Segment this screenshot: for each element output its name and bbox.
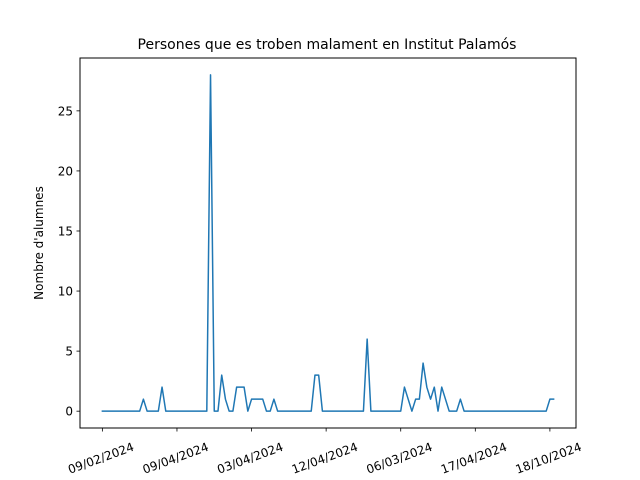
y-axis-label: Nombre d'alumnes <box>32 186 46 300</box>
x-tick-label: 09/04/2024 <box>141 440 211 477</box>
x-tick-label: 12/04/2024 <box>290 440 360 477</box>
x-axis: 09/02/2024 09/04/2024 03/04/2024 12/04/2024… <box>66 428 583 477</box>
y-tick-label: 0 <box>65 405 73 419</box>
series-line-0 <box>101 74 555 412</box>
x-tick-label: 09/02/2024 <box>66 440 136 477</box>
y-tick-label: 25 <box>58 104 73 118</box>
x-tick-label: 03/04/2024 <box>215 440 285 477</box>
y-tick-label: 10 <box>58 285 73 299</box>
y-tick-label: 5 <box>65 345 73 359</box>
x-tick-label: 18/10/2024 <box>514 440 584 477</box>
y-axis: 0 5 10 15 20 25 <box>58 104 80 419</box>
chart-title: Persones que es troben malament en Insti… <box>138 37 517 53</box>
plot-area <box>101 74 555 412</box>
plot-frame <box>79 57 577 429</box>
x-tick-label: 06/03/2024 <box>364 440 434 477</box>
y-tick-label: 20 <box>58 164 73 178</box>
x-tick-label: 17/04/2024 <box>439 440 509 477</box>
y-tick-label: 15 <box>58 224 73 238</box>
